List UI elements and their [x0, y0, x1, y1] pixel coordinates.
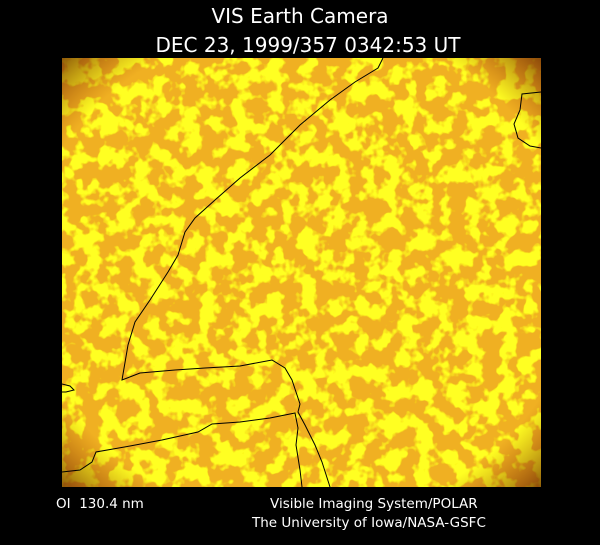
title: VIS Earth Camera	[211, 4, 388, 28]
coastline	[513, 91, 542, 149]
instrument-label: Visible Imaging System/POLAR	[270, 496, 478, 512]
coastline	[61, 383, 75, 393]
band-label: OI 130.4 nm	[56, 496, 144, 512]
timestamp: DEC 23, 1999/357 0342:53 UT	[156, 33, 462, 57]
credit-label: The University of Iowa/NASA-GSFC	[251, 515, 486, 531]
coastline	[121, 57, 384, 488]
earth-image	[61, 57, 542, 488]
limb-darkening	[62, 58, 541, 487]
coastline	[61, 412, 303, 488]
